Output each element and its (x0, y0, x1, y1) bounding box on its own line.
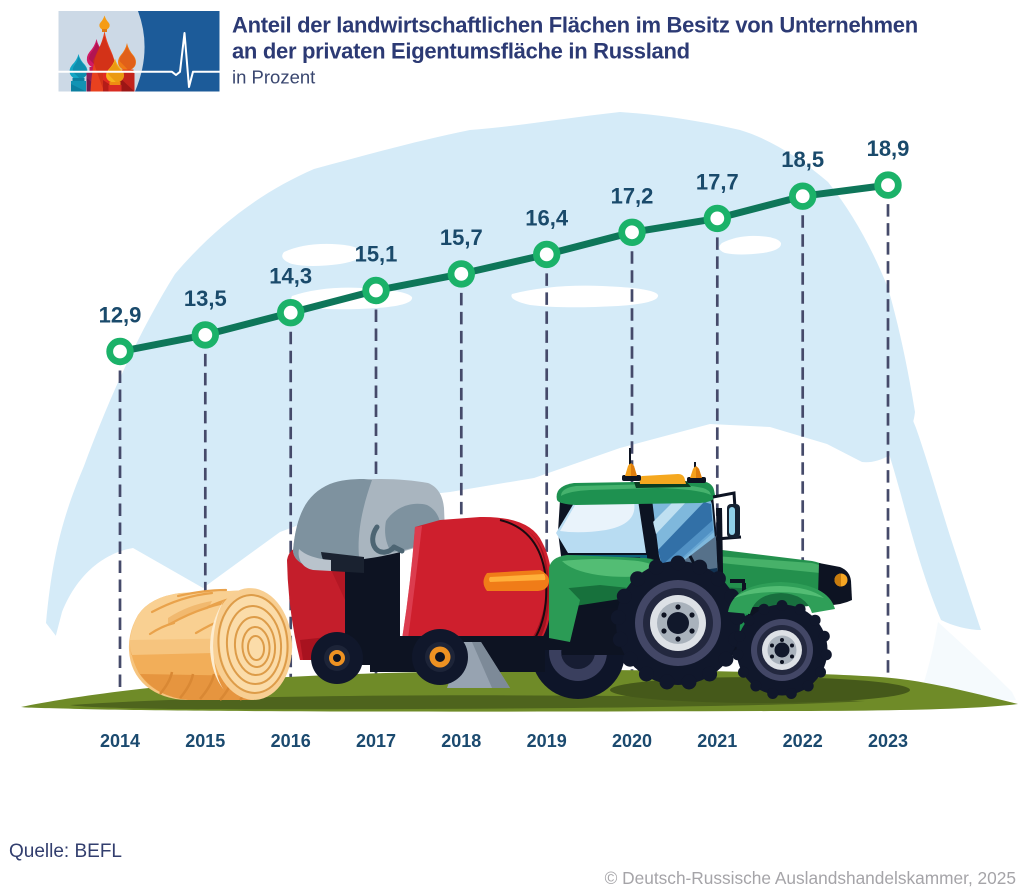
svg-text:2023: 2023 (868, 731, 908, 751)
svg-text:12,9: 12,9 (99, 303, 142, 328)
svg-text:13,5: 13,5 (184, 286, 227, 311)
svg-text:2014: 2014 (100, 731, 140, 751)
svg-text:17,7: 17,7 (696, 169, 739, 194)
svg-text:16,4: 16,4 (525, 205, 569, 230)
svg-text:2020: 2020 (612, 731, 652, 751)
svg-text:2019: 2019 (527, 731, 567, 751)
svg-text:Quelle: BEFL: Quelle: BEFL (9, 841, 122, 862)
svg-text:2021: 2021 (697, 731, 737, 751)
svg-text:2017: 2017 (356, 731, 396, 751)
svg-text:14,3: 14,3 (269, 264, 312, 289)
svg-text:in Prozent: in Prozent (232, 67, 315, 88)
svg-text:15,7: 15,7 (440, 225, 483, 250)
svg-text:Anteil der landwirtschaftliche: Anteil der landwirtschaftlichen Flächen … (232, 13, 918, 38)
svg-text:17,2: 17,2 (611, 183, 654, 208)
svg-text:2018: 2018 (441, 731, 481, 751)
svg-text:© Deutsch-Russische Auslandsha: © Deutsch-Russische Auslandshandelskamme… (605, 868, 1016, 888)
svg-text:15,1: 15,1 (355, 242, 398, 267)
svg-text:2022: 2022 (783, 731, 823, 751)
svg-text:18,5: 18,5 (781, 147, 824, 172)
svg-text:18,9: 18,9 (867, 136, 910, 161)
svg-text:2015: 2015 (185, 731, 225, 751)
svg-text:an der privaten Eigentumsfläch: an der privaten Eigentumsfläche in Russl… (232, 39, 690, 64)
svg-text:2016: 2016 (271, 731, 311, 751)
